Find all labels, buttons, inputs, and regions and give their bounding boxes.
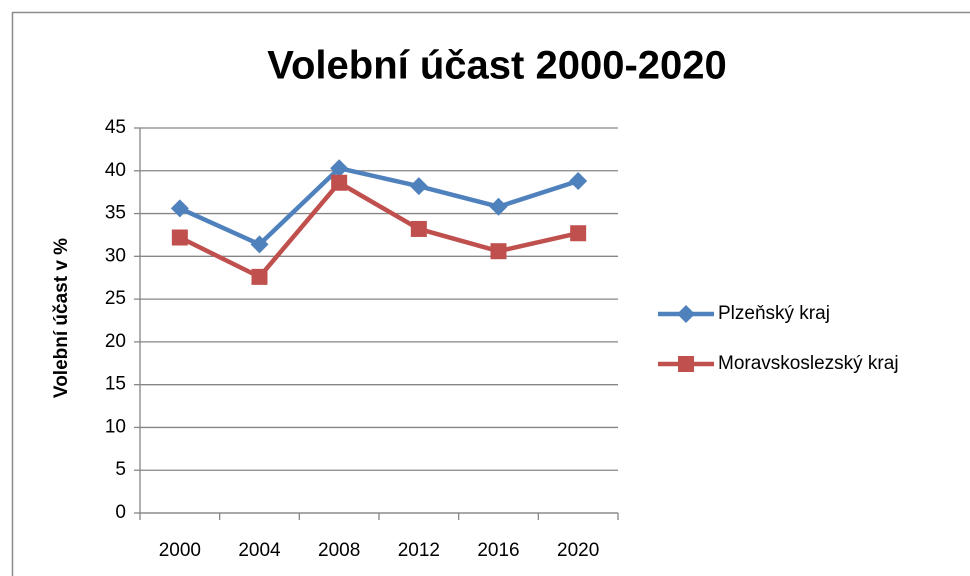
legend-label: Moravskoslezský kraj [718,353,899,374]
data-point [409,177,428,196]
x-tick-label: 2008 [318,540,360,561]
y-tick-label: 35 [105,203,126,224]
x-tick-label: 2004 [238,540,281,561]
x-tick-label: 2000 [159,540,201,561]
x-tick-label: 2020 [557,540,599,561]
data-point [170,199,189,218]
y-tick-label: 20 [105,331,126,352]
y-tick-label: 5 [115,459,126,480]
y-tick-label: 25 [105,288,126,309]
data-point [331,174,348,191]
y-axis-label: Volební účast v % [51,238,72,398]
x-tick-label: 2016 [477,540,519,561]
chart-border [11,11,970,576]
chart-title: Volební účast 2000-2020 [267,44,727,88]
y-tick-label: 0 [115,502,126,523]
data-point [410,220,427,237]
data-point [570,225,587,242]
x-tick-label: 2012 [398,540,440,561]
legend-marker [677,305,695,323]
data-point [569,172,588,191]
data-point [489,197,508,216]
y-tick-label: 10 [105,416,126,437]
data-point [490,243,507,260]
data-point [330,159,349,178]
y-tick-label: 45 [105,117,126,138]
data-point [171,229,188,246]
series-line [178,180,579,280]
legend-label: Plzeňský kraj [718,303,830,324]
y-tick-label: 15 [105,374,126,395]
legend-marker [678,356,694,372]
data-point [251,268,268,285]
series-line [178,165,579,247]
y-tick-label: 30 [105,245,126,266]
y-tick-label: 40 [105,160,126,181]
data-point [250,235,269,254]
